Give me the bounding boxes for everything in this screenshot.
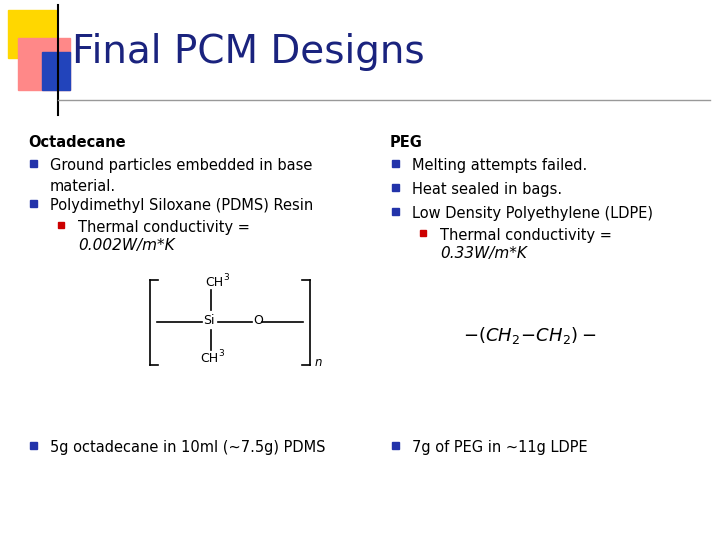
Text: O: O xyxy=(253,314,263,327)
Text: Heat sealed in bags.: Heat sealed in bags. xyxy=(412,182,562,197)
Bar xyxy=(420,230,426,236)
Text: Thermal conductivity =: Thermal conductivity = xyxy=(78,220,250,235)
Text: Melting attempts failed.: Melting attempts failed. xyxy=(412,158,588,173)
Text: Polydimethyl Siloxane (PDMS) Resin: Polydimethyl Siloxane (PDMS) Resin xyxy=(50,198,313,213)
Text: 0.33W/m*K: 0.33W/m*K xyxy=(440,246,527,261)
Bar xyxy=(30,200,37,207)
Bar xyxy=(392,208,399,215)
Text: Si: Si xyxy=(203,314,215,327)
Text: 0.002W/m*K: 0.002W/m*K xyxy=(78,238,175,253)
Text: CH: CH xyxy=(205,275,223,288)
Bar xyxy=(18,38,70,90)
Text: PEG: PEG xyxy=(390,135,423,150)
Text: 5g octadecane in 10ml (~7.5g) PDMS: 5g octadecane in 10ml (~7.5g) PDMS xyxy=(50,440,325,455)
Text: Octadecane: Octadecane xyxy=(28,135,125,150)
Text: Final PCM Designs: Final PCM Designs xyxy=(72,33,425,71)
Bar xyxy=(58,222,64,228)
Text: Low Density Polyethylene (LDPE): Low Density Polyethylene (LDPE) xyxy=(412,206,653,221)
Text: 7g of PEG in ~11g LDPE: 7g of PEG in ~11g LDPE xyxy=(412,440,588,455)
Bar xyxy=(42,52,70,90)
Bar xyxy=(30,442,37,449)
Text: CH: CH xyxy=(200,352,218,365)
Text: Ground particles embedded in base
material.: Ground particles embedded in base materi… xyxy=(50,158,312,194)
Text: n: n xyxy=(315,355,323,368)
Bar xyxy=(392,184,399,191)
Text: $-(CH_2\!-\!CH_2)-$: $-(CH_2\!-\!CH_2)-$ xyxy=(464,325,597,346)
Bar xyxy=(392,442,399,449)
Text: Thermal conductivity =: Thermal conductivity = xyxy=(440,228,612,243)
Bar xyxy=(30,160,37,167)
Text: 3: 3 xyxy=(223,273,229,282)
Bar xyxy=(8,10,56,58)
Text: 3: 3 xyxy=(218,349,224,359)
Bar xyxy=(392,160,399,167)
